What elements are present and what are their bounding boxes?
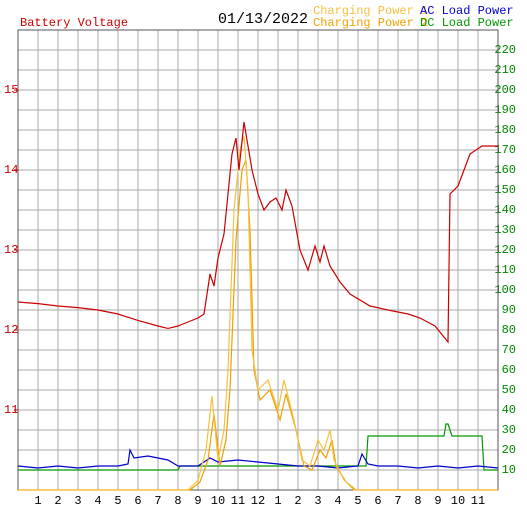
- x-tick-label: 5: [354, 494, 361, 508]
- series-line: [17, 448, 499, 469]
- y-tick-label: 13: [4, 243, 18, 257]
- y2-tick-label: 10: [502, 463, 516, 477]
- x-tick-label: 4: [334, 494, 341, 508]
- plot-frame: [17, 29, 499, 491]
- series-line: [18, 423, 498, 471]
- x-tick-label: 5: [114, 494, 121, 508]
- y2-tick-label: 70: [502, 343, 516, 357]
- x-tick-label: 12: [251, 494, 265, 508]
- y2-tick-label: 90: [502, 303, 516, 317]
- x-tick-label: 3: [74, 494, 81, 508]
- x-tick-label: 2: [294, 494, 301, 508]
- x-tick-label: 9: [434, 494, 441, 508]
- y2-tick-label: 20: [502, 443, 516, 457]
- y2-tick-label: 40: [502, 403, 516, 417]
- y2-tick-label: 120: [494, 243, 516, 257]
- y2-tick-label: 190: [494, 103, 516, 117]
- x-tick-label: 11: [471, 494, 485, 508]
- x-tick-label: 8: [414, 494, 421, 508]
- y2-tick-label: 210: [494, 63, 516, 77]
- y2-tick-label: 150: [494, 183, 516, 197]
- x-tick-label: 7: [154, 494, 161, 508]
- y2-tick-label: 180: [494, 123, 516, 137]
- y-axis-title: Battery Voltage: [20, 16, 128, 30]
- y2-tick-label: 100: [494, 283, 516, 297]
- x-tick-label: 1: [34, 494, 41, 508]
- x-tick-label: 10: [211, 494, 225, 508]
- legend-entry: Charging Power 2: [313, 16, 428, 30]
- y2-tick-label: 60: [502, 363, 516, 377]
- y2-tick-label: 160: [494, 163, 516, 177]
- legend-entry: AC Load Power: [420, 4, 514, 18]
- x-tick-label: 8: [174, 494, 181, 508]
- y2-tick-label: 220: [494, 43, 516, 57]
- x-tick-label: 6: [374, 494, 381, 508]
- y-tick-label: 11: [4, 403, 18, 417]
- y-tick-label: 14: [4, 163, 18, 177]
- series-line: [18, 159, 498, 491]
- x-tick-label: 11: [231, 494, 245, 508]
- y2-tick-label: 110: [494, 263, 516, 277]
- y2-tick-label: 170: [494, 143, 516, 157]
- y-tick-label: 15: [4, 83, 18, 97]
- x-tick-label: 9: [194, 494, 201, 508]
- y2-tick-label: 50: [502, 383, 516, 397]
- y-tick-label: 12: [4, 323, 18, 337]
- x-tick-label: 7: [394, 494, 401, 508]
- x-tick-label: 3: [314, 494, 321, 508]
- series-line: [17, 121, 498, 344]
- x-tick-label: 2: [54, 494, 61, 508]
- y2-tick-label: 200: [494, 83, 516, 97]
- x-tick-label: 1: [274, 494, 281, 508]
- y2-tick-label: 30: [502, 423, 516, 437]
- y2-tick-label: 80: [502, 323, 516, 337]
- x-tick-label: 6: [134, 494, 141, 508]
- legend-entry: DC Load Power: [420, 16, 514, 30]
- chart-title: 01/13/2022: [218, 11, 308, 28]
- x-tick-label: 10: [451, 494, 465, 508]
- series-line: [18, 135, 498, 491]
- y2-tick-label: 130: [494, 223, 516, 237]
- x-tick-label: 4: [94, 494, 101, 508]
- y2-tick-label: 140: [494, 203, 516, 217]
- legend-entry: Charging Power 1: [313, 4, 428, 18]
